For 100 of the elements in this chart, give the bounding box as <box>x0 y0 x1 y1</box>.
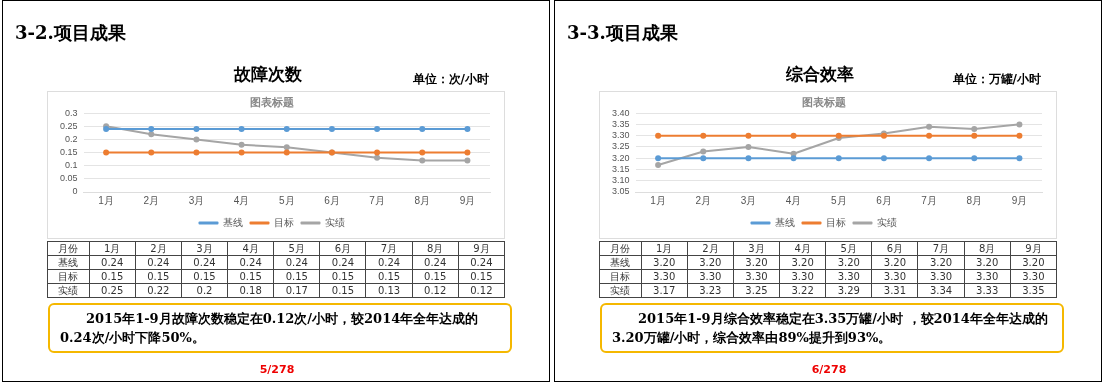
y-tick-label: 0.05 <box>59 173 78 184</box>
text: 实绩 <box>610 285 631 296</box>
category-label: 9月 <box>1025 243 1042 254</box>
data-label: 3.34 <box>917 283 965 298</box>
data-label: 0.22 <box>135 283 182 298</box>
text: 3-3.项目成果 <box>567 21 678 45</box>
chart-title: 故障次数 <box>234 64 302 84</box>
data-label: 0.15 <box>319 283 366 298</box>
legend-label: 基线 <box>222 216 243 228</box>
x-tick-label: 1月 <box>650 194 666 206</box>
y-tick-label: 3.10 <box>611 175 630 186</box>
data-label: 0.15 <box>412 269 459 284</box>
y-tick-label: 0.1 <box>65 160 78 171</box>
data-label: 0.12 <box>458 283 505 298</box>
x-tick-label: 5月 <box>278 194 295 206</box>
category-label: 6月 <box>886 243 904 254</box>
text: 目标 <box>58 271 79 282</box>
text: 目标 <box>610 271 631 282</box>
y-tick-label: 0.2 <box>65 133 78 144</box>
category-label: 3月 <box>748 243 765 254</box>
data-label: 0.24 <box>319 255 366 270</box>
legend-label: 目标 <box>273 216 294 228</box>
data-label: 0.24 <box>273 255 320 270</box>
x-tick-label: 3月 <box>740 194 757 206</box>
data-label: 3.30 <box>733 269 780 284</box>
data-label: 3.30 <box>779 269 826 284</box>
y-tick-label: 3.15 <box>611 163 630 174</box>
x-tick-label: 8月 <box>966 194 983 206</box>
y-tick-label: 3.25 <box>611 141 630 152</box>
data-label: 3.30 <box>641 269 688 284</box>
x-tick-label: 7月 <box>921 194 937 206</box>
data-label: 3.20 <box>641 255 688 270</box>
data-label: 0.24 <box>181 255 228 270</box>
text: 基线 <box>58 257 79 268</box>
data-label: 0.15 <box>181 269 228 284</box>
data-label: 3.30 <box>871 269 918 284</box>
data-label: 3.30 <box>1010 269 1057 284</box>
text: 图表标题 <box>250 95 294 108</box>
text: 单位：万罐/小时 <box>952 71 1041 88</box>
y-tick-label: 0.25 <box>59 120 78 131</box>
text: 6/278 <box>810 363 848 376</box>
data-label: 0.13 <box>365 283 413 298</box>
y-tick-label: 3.05 <box>611 186 630 197</box>
category-label: 6月 <box>334 243 352 254</box>
data-label: 0.24 <box>412 255 459 270</box>
text: 5/278 <box>258 363 296 376</box>
data-label: 0.24 <box>89 255 136 270</box>
category-label: 1月 <box>656 243 673 254</box>
x-tick-label: 2月 <box>695 194 712 206</box>
data-label: 0.15 <box>135 269 182 284</box>
data-label: 3.30 <box>917 269 965 284</box>
category-label: 8月 <box>427 243 444 254</box>
text: 实绩 <box>58 285 79 296</box>
x-tick-label: 9月 <box>459 194 476 206</box>
category-label: 3月 <box>196 243 213 254</box>
data-label: 3.30 <box>964 269 1011 284</box>
data-label: 3.20 <box>964 255 1011 270</box>
category-label: 2月 <box>702 243 719 254</box>
data-label: 3.20 <box>871 255 918 270</box>
data-label: 0.15 <box>319 269 366 284</box>
data-label: 3.20 <box>917 255 965 270</box>
text: 月份 <box>599 241 642 256</box>
x-tick-label: 4月 <box>785 194 802 206</box>
data-label: 3.30 <box>687 269 734 284</box>
data-label: 0.15 <box>227 269 274 284</box>
data-label: 0.15 <box>458 269 505 284</box>
category-label: 9月 <box>473 243 490 254</box>
y-tick-label: 3.35 <box>611 118 630 129</box>
x-tick-label: 7月 <box>369 194 385 206</box>
x-tick-label: 3月 <box>188 194 205 206</box>
data-label: 3.22 <box>779 283 826 298</box>
data-label: 3.29 <box>825 283 872 298</box>
data-label: 3.23 <box>687 283 734 298</box>
data-label: 0.15 <box>89 269 136 284</box>
data-label: 3.25 <box>733 283 780 298</box>
text: 2015年1-9月综合效率稳定在3.35万罐/小时 ，较2014年全年达成的3.20万罐/小时，综合效率由89%提升到93%。 <box>600 303 1064 353</box>
data-label: 0.24 <box>458 255 505 270</box>
x-tick-label: 6月 <box>876 194 892 206</box>
x-tick-label: 5月 <box>830 194 847 206</box>
category-label: 8月 <box>979 243 996 254</box>
category-label: 7月 <box>380 243 398 254</box>
data-label: 0.15 <box>273 269 320 284</box>
legend-label: 实绩 <box>876 216 897 228</box>
category-label: 7月 <box>932 243 950 254</box>
text: 基线 <box>610 257 631 268</box>
data-label: 0.24 <box>227 255 274 270</box>
data-label: 3.20 <box>779 255 826 270</box>
y-tick-label: 3.40 <box>611 107 630 118</box>
x-tick-label: 9月 <box>1011 194 1028 206</box>
category-label: 5月 <box>288 243 305 254</box>
data-label: 0.12 <box>412 283 459 298</box>
text: 单位：次/小时 <box>412 71 489 88</box>
data-label: 3.33 <box>964 283 1011 298</box>
y-tick-label: 0 <box>72 186 78 197</box>
category-label: 2月 <box>150 243 167 254</box>
data-label: 3.20 <box>1010 255 1057 270</box>
x-tick-label: 8月 <box>414 194 431 206</box>
data-label: 3.30 <box>825 269 872 284</box>
text: 图表标题 <box>802 95 846 108</box>
data-label: 0.18 <box>227 283 274 298</box>
